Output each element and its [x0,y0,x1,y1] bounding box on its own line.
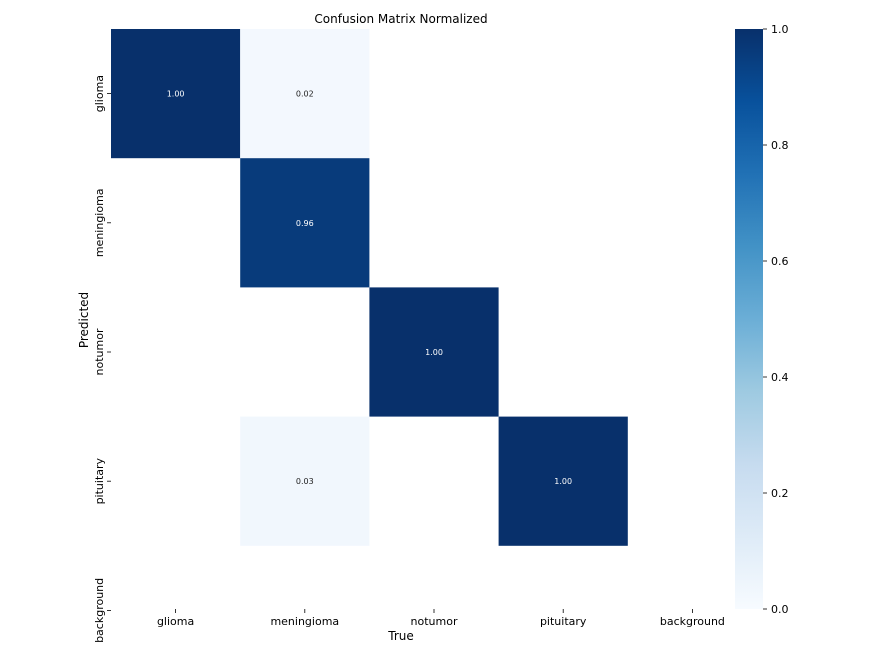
x-tick-label: notumor [411,615,458,628]
colorbar-tick-label: 0.8 [771,139,789,152]
heatmap-cell-labels: 1.00 0.02 0.96 1.00 0.03 1.00 [167,90,572,487]
colorbar-tick-label: 0.2 [771,487,789,500]
heatmap-cells [111,29,628,546]
y-tick-label: meningioma [93,188,106,257]
heatmap-cell-glioma-glioma [111,29,241,159]
heatmap-cell-pituitary-meningioma [240,416,370,546]
y-axis-label: Predicted [77,292,91,348]
cell-value-label: 1.00 [554,477,572,486]
x-axis-label: True [387,629,414,643]
heatmap-cell-glioma-meningioma [240,29,370,159]
colorbar-tick-label: 1.0 [771,23,789,36]
heatmap-cell-notumor-notumor [369,287,499,417]
x-tick-label: meningioma [270,615,339,628]
colorbar-ticks: 0.0 0.2 0.4 0.6 0.8 1.0 [763,23,789,616]
x-tick-label: background [660,615,725,628]
cell-value-label: 0.96 [296,219,314,228]
colorbar [735,29,763,609]
colorbar-tick-label: 0.0 [771,603,789,616]
colorbar-tick-label: 0.4 [771,371,789,384]
x-axis-ticks: glioma meningioma notumor pituitary backgrou… [157,609,725,628]
heatmap-cell-meningioma-meningioma [240,158,370,288]
y-tick-label: notumor [93,328,106,375]
x-tick-label: glioma [157,615,194,628]
y-tick-label: pituitary [93,457,106,504]
y-tick-label: background [93,578,106,643]
cell-value-label: 1.00 [167,90,185,99]
cell-value-label: 0.03 [296,477,314,486]
cell-value-label: 1.00 [425,348,443,357]
chart-title: Confusion Matrix Normalized [314,12,487,26]
x-tick-label: pituitary [540,615,587,628]
y-axis-ticks: glioma meningioma notumor pituitary backgrou… [93,75,111,643]
heatmap-cell-pituitary-pituitary [498,416,628,546]
cell-value-label: 0.02 [296,90,314,99]
colorbar-tick-label: 0.6 [771,255,789,268]
y-tick-label: glioma [93,75,106,112]
